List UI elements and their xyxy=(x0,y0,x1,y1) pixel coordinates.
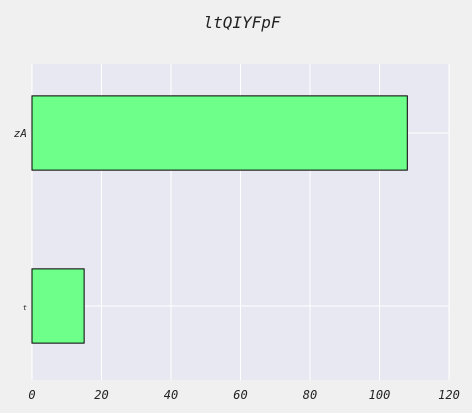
x-tick-label: 80 xyxy=(303,388,317,402)
bar-t xyxy=(31,268,85,344)
x-tick-label: 120 xyxy=(438,388,460,402)
y-axis-ticks: zA t xyxy=(14,127,27,312)
x-tick-label: 100 xyxy=(369,388,391,402)
x-tick-label: 0 xyxy=(28,388,35,402)
bar-zA xyxy=(31,95,408,171)
x-tick-label: 40 xyxy=(164,388,178,402)
bars xyxy=(31,95,408,344)
y-tick-label: t xyxy=(23,304,27,312)
x-tick-label: 20 xyxy=(94,388,108,402)
x-tick-label: 60 xyxy=(233,388,247,402)
x-axis-ticks: 0 20 40 60 80 100 120 xyxy=(28,388,459,402)
chart-title: ltQIYFpF xyxy=(203,13,280,32)
y-tick-label: zA xyxy=(14,127,27,140)
